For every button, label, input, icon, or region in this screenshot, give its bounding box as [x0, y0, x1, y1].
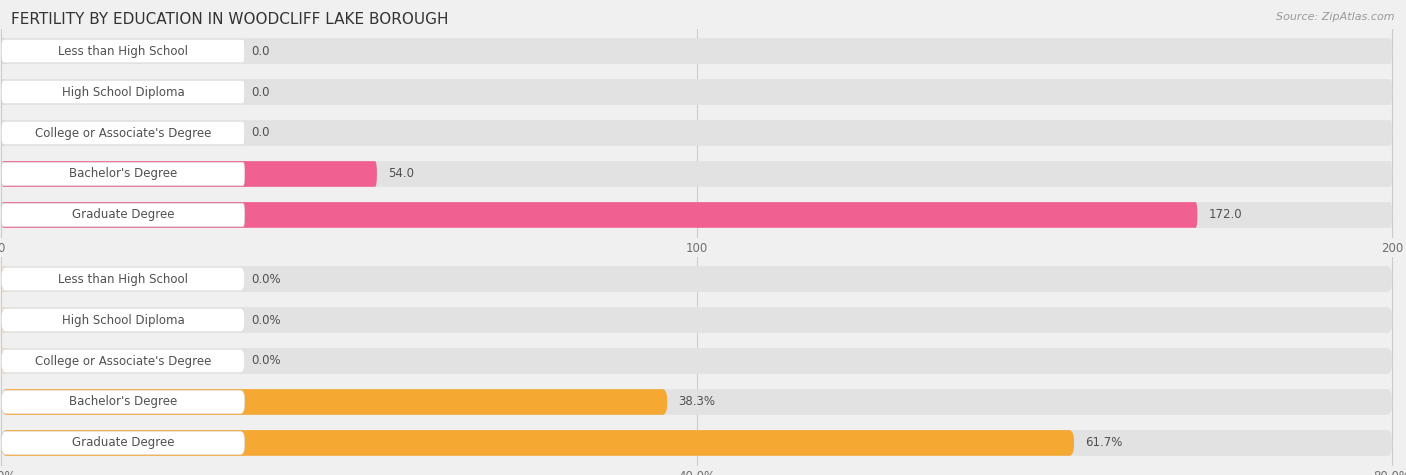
Text: College or Associate's Degree: College or Associate's Degree: [35, 126, 211, 140]
Text: 0.0: 0.0: [252, 86, 270, 98]
FancyBboxPatch shape: [1, 267, 245, 291]
FancyBboxPatch shape: [1, 348, 6, 374]
FancyBboxPatch shape: [1, 307, 1392, 333]
Text: 0.0: 0.0: [252, 126, 270, 140]
FancyBboxPatch shape: [1, 79, 1392, 105]
FancyBboxPatch shape: [1, 266, 1392, 292]
Text: 38.3%: 38.3%: [678, 396, 716, 408]
FancyBboxPatch shape: [1, 202, 1198, 228]
Text: Less than High School: Less than High School: [58, 273, 188, 285]
FancyBboxPatch shape: [1, 162, 245, 186]
FancyBboxPatch shape: [1, 307, 6, 333]
FancyBboxPatch shape: [1, 202, 1392, 228]
FancyBboxPatch shape: [1, 120, 6, 146]
Text: Graduate Degree: Graduate Degree: [72, 209, 174, 221]
Text: FERTILITY BY EDUCATION IN WOODCLIFF LAKE BOROUGH: FERTILITY BY EDUCATION IN WOODCLIFF LAKE…: [11, 12, 449, 27]
FancyBboxPatch shape: [1, 121, 245, 145]
FancyBboxPatch shape: [1, 39, 245, 63]
FancyBboxPatch shape: [1, 38, 6, 64]
FancyBboxPatch shape: [1, 389, 668, 415]
FancyBboxPatch shape: [1, 161, 377, 187]
FancyBboxPatch shape: [1, 430, 1074, 456]
FancyBboxPatch shape: [1, 203, 245, 227]
FancyBboxPatch shape: [1, 389, 1392, 415]
FancyBboxPatch shape: [1, 390, 245, 414]
FancyBboxPatch shape: [1, 349, 245, 373]
FancyBboxPatch shape: [1, 266, 6, 292]
Text: 54.0: 54.0: [388, 168, 413, 180]
Text: College or Associate's Degree: College or Associate's Degree: [35, 354, 211, 368]
FancyBboxPatch shape: [1, 120, 1392, 146]
FancyBboxPatch shape: [1, 161, 1392, 187]
FancyBboxPatch shape: [1, 38, 1392, 64]
FancyBboxPatch shape: [1, 431, 245, 455]
Text: Source: ZipAtlas.com: Source: ZipAtlas.com: [1277, 12, 1395, 22]
Text: 0.0%: 0.0%: [252, 273, 281, 285]
Text: Less than High School: Less than High School: [58, 45, 188, 57]
Text: High School Diploma: High School Diploma: [62, 86, 184, 98]
Text: 0.0%: 0.0%: [252, 314, 281, 326]
Text: 172.0: 172.0: [1209, 209, 1241, 221]
Text: Graduate Degree: Graduate Degree: [72, 437, 174, 449]
Text: Bachelor's Degree: Bachelor's Degree: [69, 396, 177, 408]
Text: 0.0: 0.0: [252, 45, 270, 57]
Text: High School Diploma: High School Diploma: [62, 314, 184, 326]
Text: 61.7%: 61.7%: [1085, 437, 1122, 449]
Text: Bachelor's Degree: Bachelor's Degree: [69, 168, 177, 180]
FancyBboxPatch shape: [1, 80, 245, 104]
FancyBboxPatch shape: [1, 308, 245, 332]
FancyBboxPatch shape: [1, 430, 1392, 456]
Text: 0.0%: 0.0%: [252, 354, 281, 368]
FancyBboxPatch shape: [1, 348, 1392, 374]
FancyBboxPatch shape: [1, 79, 6, 105]
